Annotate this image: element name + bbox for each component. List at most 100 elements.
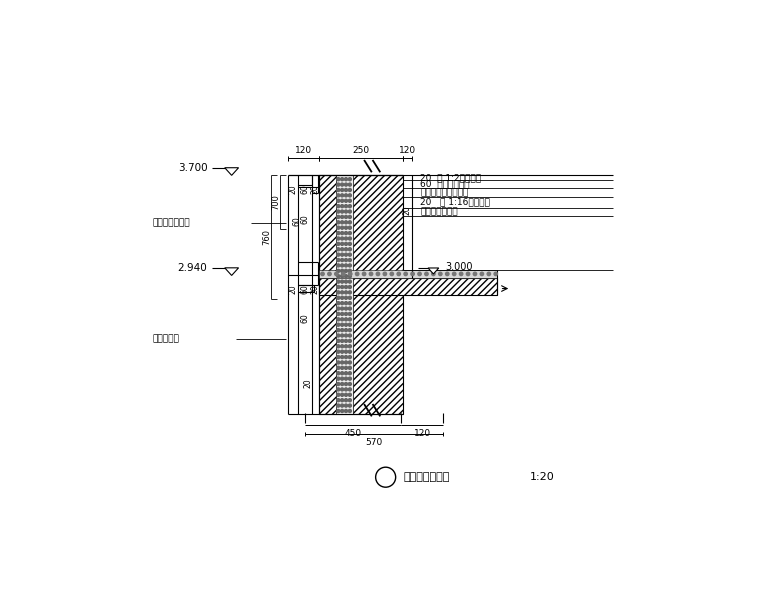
Circle shape bbox=[344, 404, 347, 407]
Circle shape bbox=[425, 273, 428, 275]
Text: 700: 700 bbox=[271, 195, 280, 210]
Circle shape bbox=[348, 307, 351, 310]
Circle shape bbox=[337, 205, 340, 208]
Circle shape bbox=[344, 377, 347, 380]
Circle shape bbox=[340, 345, 344, 348]
Circle shape bbox=[348, 345, 351, 348]
Circle shape bbox=[348, 339, 351, 343]
Circle shape bbox=[348, 393, 351, 396]
Circle shape bbox=[344, 367, 347, 369]
Circle shape bbox=[337, 270, 340, 273]
Text: 现浇钢筋混凝土楼板: 现浇钢筋混凝土楼板 bbox=[420, 188, 469, 197]
Circle shape bbox=[467, 273, 470, 275]
Circle shape bbox=[348, 237, 351, 240]
Circle shape bbox=[337, 296, 340, 299]
Text: 20: 20 bbox=[304, 378, 313, 388]
Circle shape bbox=[418, 273, 421, 275]
Circle shape bbox=[344, 205, 347, 208]
Circle shape bbox=[344, 318, 347, 321]
Circle shape bbox=[337, 409, 340, 412]
Text: 760: 760 bbox=[261, 229, 271, 245]
Text: 450: 450 bbox=[344, 428, 362, 438]
Circle shape bbox=[328, 273, 331, 275]
Circle shape bbox=[344, 280, 347, 283]
Circle shape bbox=[348, 286, 351, 289]
Circle shape bbox=[337, 242, 340, 245]
Circle shape bbox=[344, 296, 347, 299]
Circle shape bbox=[344, 291, 347, 294]
Circle shape bbox=[337, 199, 340, 202]
Circle shape bbox=[340, 399, 344, 402]
Circle shape bbox=[337, 388, 340, 391]
Text: 60: 60 bbox=[300, 184, 309, 194]
Circle shape bbox=[344, 178, 347, 181]
Circle shape bbox=[348, 291, 351, 294]
Circle shape bbox=[340, 377, 344, 380]
Circle shape bbox=[337, 286, 340, 289]
Circle shape bbox=[344, 393, 347, 396]
Circle shape bbox=[348, 334, 351, 337]
Circle shape bbox=[337, 226, 340, 229]
Text: 60: 60 bbox=[300, 313, 309, 322]
Circle shape bbox=[349, 273, 352, 275]
Circle shape bbox=[340, 361, 344, 364]
Circle shape bbox=[344, 350, 347, 353]
Circle shape bbox=[340, 221, 344, 224]
Circle shape bbox=[340, 388, 344, 391]
Circle shape bbox=[337, 264, 340, 267]
Circle shape bbox=[340, 258, 344, 262]
Circle shape bbox=[411, 273, 414, 275]
Circle shape bbox=[356, 273, 359, 275]
Polygon shape bbox=[428, 268, 439, 274]
Circle shape bbox=[344, 356, 347, 359]
Circle shape bbox=[340, 312, 344, 315]
Circle shape bbox=[340, 178, 344, 181]
Text: 60: 60 bbox=[292, 217, 301, 227]
Circle shape bbox=[340, 231, 344, 234]
Circle shape bbox=[348, 253, 351, 256]
Circle shape bbox=[340, 194, 344, 197]
Circle shape bbox=[344, 210, 347, 213]
Circle shape bbox=[337, 183, 340, 186]
Text: 20: 20 bbox=[288, 184, 297, 194]
Circle shape bbox=[344, 345, 347, 348]
Circle shape bbox=[337, 345, 340, 348]
Circle shape bbox=[337, 253, 340, 256]
Circle shape bbox=[348, 215, 351, 218]
Circle shape bbox=[432, 273, 435, 275]
Circle shape bbox=[445, 273, 449, 275]
Circle shape bbox=[439, 273, 442, 275]
Circle shape bbox=[337, 367, 340, 369]
Circle shape bbox=[337, 350, 340, 353]
Circle shape bbox=[348, 367, 351, 369]
Circle shape bbox=[348, 194, 351, 197]
Text: 120: 120 bbox=[399, 146, 416, 155]
Circle shape bbox=[344, 323, 347, 326]
Circle shape bbox=[340, 328, 344, 331]
Bar bbox=[318, 278, 497, 295]
Polygon shape bbox=[225, 168, 239, 176]
Circle shape bbox=[348, 312, 351, 315]
Circle shape bbox=[344, 383, 347, 386]
Circle shape bbox=[340, 226, 344, 229]
Circle shape bbox=[337, 334, 340, 337]
Circle shape bbox=[344, 334, 347, 337]
Circle shape bbox=[337, 323, 340, 326]
Circle shape bbox=[348, 199, 351, 202]
Circle shape bbox=[344, 339, 347, 343]
Circle shape bbox=[340, 280, 344, 283]
Circle shape bbox=[344, 275, 347, 278]
Circle shape bbox=[344, 237, 347, 240]
Circle shape bbox=[344, 231, 347, 234]
Circle shape bbox=[348, 178, 351, 181]
Text: 570: 570 bbox=[366, 438, 383, 447]
Circle shape bbox=[340, 253, 344, 256]
Circle shape bbox=[348, 205, 351, 208]
Circle shape bbox=[348, 350, 351, 353]
Circle shape bbox=[344, 361, 347, 364]
Circle shape bbox=[344, 221, 347, 224]
Circle shape bbox=[348, 210, 351, 213]
Circle shape bbox=[404, 273, 407, 275]
Circle shape bbox=[337, 291, 340, 294]
Circle shape bbox=[337, 231, 340, 234]
